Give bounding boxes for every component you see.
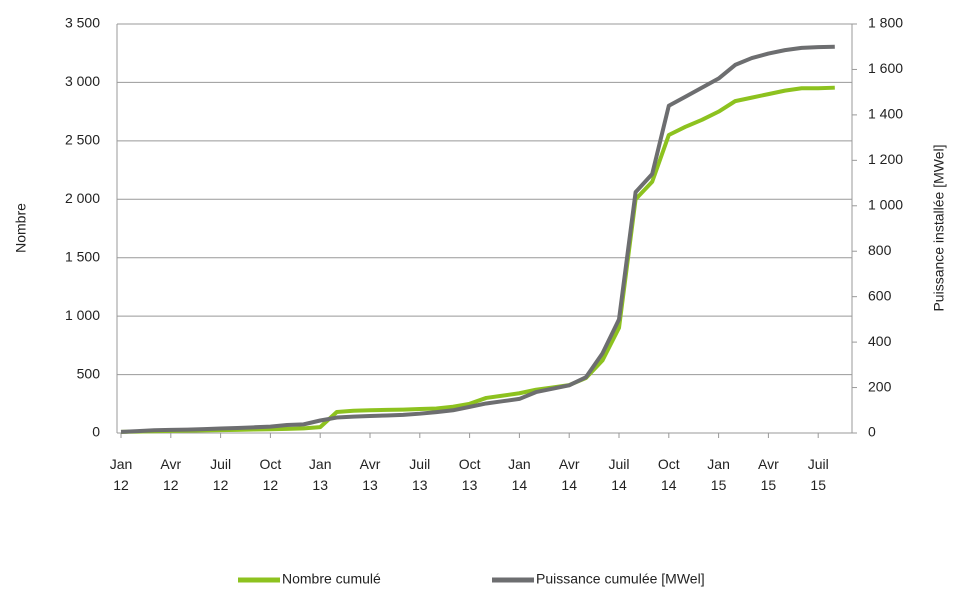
y-tick-label: 1 000 <box>65 307 100 323</box>
x-tick-label: Avr 12 <box>160 456 181 493</box>
x-tick-label: Juil 15 <box>808 456 829 493</box>
x-tick-label: Jan 14 <box>508 456 531 493</box>
x-tick-label: Juil 14 <box>608 456 629 493</box>
y2-tick-label: 1 400 <box>868 106 903 122</box>
series-line <box>120 44 835 434</box>
y2-axis-label: Puissance installée [MWel] <box>931 144 947 311</box>
x-tick-label: Juil 12 <box>210 456 231 493</box>
y-tick-label: 1 500 <box>65 248 100 264</box>
x-tick-label: Oct 14 <box>658 456 680 493</box>
legend-label: Nombre cumulé <box>282 571 381 587</box>
x-tick-label: Juil 13 <box>409 456 430 493</box>
y2-tick-label: 1 800 <box>868 15 903 31</box>
y2-tick-label: 1 200 <box>868 151 903 167</box>
y-axis-label: Nombre <box>13 203 29 253</box>
series-line <box>120 85 835 434</box>
x-tick-label: Oct 13 <box>459 456 481 493</box>
y2-tick-label: 1 600 <box>868 60 903 76</box>
y-tick-label: 500 <box>77 365 101 381</box>
x-tick-label: Avr 15 <box>758 456 779 493</box>
y-tick-label: 3 000 <box>65 73 100 89</box>
y2-tick-label: 800 <box>868 242 892 258</box>
y-tick-label: 2 500 <box>65 132 100 148</box>
x-tick-label: Avr 13 <box>360 456 381 493</box>
x-tick-label: Jan 12 <box>110 456 133 493</box>
y2-tick-label: 600 <box>868 287 892 303</box>
x-tick-label: Oct 12 <box>260 456 282 493</box>
x-tick-label: Avr 14 <box>559 456 580 493</box>
legend-label: Puissance cumulée [MWel] <box>536 571 705 587</box>
x-tick-label: Jan 13 <box>309 456 332 493</box>
y-tick-label: 3 500 <box>65 15 100 31</box>
y-tick-label: 0 <box>92 424 100 440</box>
y2-tick-label: 1 000 <box>868 196 903 212</box>
y2-tick-label: 0 <box>868 424 876 440</box>
y2-tick-label: 200 <box>868 378 892 394</box>
x-tick-label: Jan 15 <box>707 456 730 493</box>
y-tick-label: 2 000 <box>65 190 100 206</box>
y2-tick-label: 400 <box>868 333 892 349</box>
